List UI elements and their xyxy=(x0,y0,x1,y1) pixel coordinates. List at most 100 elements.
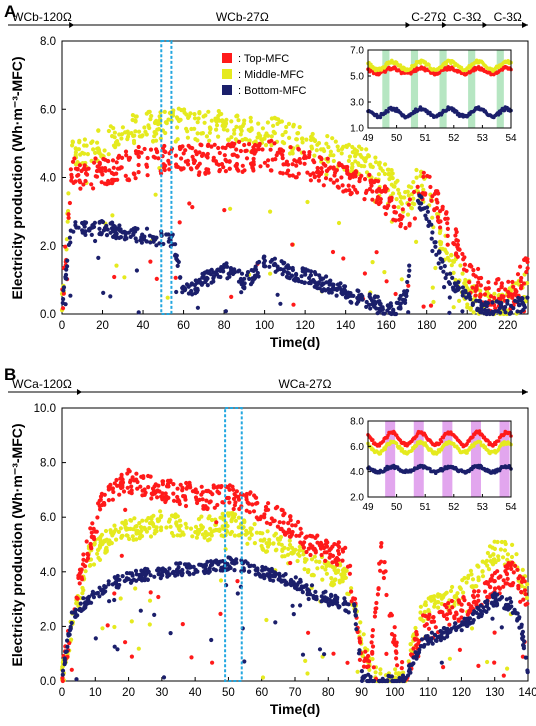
data-point-bottom-mfc xyxy=(427,219,432,224)
data-point-middle-mfc xyxy=(83,569,88,574)
data-point-middle-mfc xyxy=(457,298,462,303)
data-point-top-mfc xyxy=(275,504,280,510)
data-point-top-mfc xyxy=(516,576,521,581)
data-point-top-mfc xyxy=(218,611,223,617)
data-point-top-mfc xyxy=(476,266,481,272)
data-point-bottom-mfc xyxy=(438,638,443,643)
data-point-bottom-mfc xyxy=(128,580,134,585)
data-point-middle-mfc xyxy=(513,281,519,286)
data-point-middle-mfc xyxy=(273,531,278,536)
data-point-middle-mfc xyxy=(335,144,340,149)
data-point-bottom-mfc xyxy=(215,267,221,272)
data-point-bottom-mfc xyxy=(96,255,101,260)
data-point-middle-mfc xyxy=(146,123,151,128)
data-point-bottom-mfc xyxy=(126,230,131,235)
data-point-top-mfc xyxy=(173,153,178,158)
data-point-top-mfc xyxy=(114,160,119,165)
data-point-top-mfc xyxy=(412,189,417,195)
inset-x-tick-label: 53 xyxy=(477,502,489,513)
panel-a-inset: 1.03.05.07.049 50 51 52 53 54 xyxy=(350,46,517,145)
data-point-middle-mfc xyxy=(268,271,273,276)
data-point-bottom-mfc xyxy=(301,266,306,271)
data-point-bottom-mfc xyxy=(168,631,173,636)
data-point-top-mfc xyxy=(378,197,383,202)
data-point-top-mfc xyxy=(336,540,341,545)
data-point-middle-mfc xyxy=(206,109,211,114)
data-point-bottom-mfc xyxy=(102,584,107,589)
data-point-middle-mfc xyxy=(120,125,125,130)
data-point-top-mfc xyxy=(304,534,309,539)
data-point-top-mfc xyxy=(102,492,107,497)
data-point-middle-mfc xyxy=(183,521,188,527)
data-point-middle-mfc xyxy=(151,513,156,518)
data-point-middle-mfc xyxy=(116,529,121,535)
data-point-bottom-mfc xyxy=(443,629,448,634)
data-point-top-mfc xyxy=(90,521,95,526)
data-point-top-mfc xyxy=(221,165,226,170)
data-point-top-mfc xyxy=(444,605,449,610)
data-point-middle-mfc xyxy=(500,555,506,560)
data-point-middle-mfc xyxy=(228,206,233,211)
data-point-middle-mfc xyxy=(393,180,398,185)
data-point-top-mfc xyxy=(499,294,504,299)
data-point-top-mfc xyxy=(301,155,307,161)
data-point-top-mfc xyxy=(234,147,239,152)
data-point-bottom-mfc xyxy=(515,309,520,314)
data-point-middle-mfc xyxy=(205,538,211,543)
data-point-middle-mfc xyxy=(465,302,470,307)
data-point-bottom-mfc xyxy=(335,282,341,287)
data-point-bottom-mfc xyxy=(388,301,393,306)
data-point-middle-mfc xyxy=(254,530,259,535)
data-point-bottom-mfc xyxy=(144,239,149,244)
data-point-bottom-mfc xyxy=(364,304,369,309)
data-point-top-mfc xyxy=(103,166,108,171)
data-point-top-mfc xyxy=(175,494,180,500)
data-point-middle-mfc xyxy=(347,154,352,159)
data-point-top-mfc xyxy=(407,223,412,228)
data-point-top-mfc xyxy=(74,595,79,600)
data-point-top-mfc xyxy=(483,589,488,594)
phase-arrow-head xyxy=(522,22,528,28)
x-tick-label: 80 xyxy=(322,687,335,699)
data-point-middle-mfc xyxy=(202,535,207,540)
data-point-middle-mfc xyxy=(189,126,194,132)
data-point-bottom-mfc xyxy=(445,634,450,639)
data-point-bottom-mfc xyxy=(376,310,381,315)
data-point-top-mfc xyxy=(290,162,295,167)
data-point-top-mfc xyxy=(492,660,497,665)
data-point-middle-mfc xyxy=(147,526,152,531)
x-tick-label: 20 xyxy=(122,687,135,699)
data-point-top-mfc xyxy=(99,502,105,508)
data-point-top-mfc xyxy=(320,542,325,548)
inset-point-middle-mfc xyxy=(427,63,431,67)
data-point-top-mfc xyxy=(296,171,301,176)
data-point-top-mfc xyxy=(351,596,356,601)
data-point-middle-mfc xyxy=(352,147,357,152)
data-point-bottom-mfc xyxy=(131,577,136,582)
data-point-top-mfc xyxy=(473,288,478,293)
data-point-bottom-mfc xyxy=(299,279,304,284)
data-point-top-mfc xyxy=(455,244,460,249)
data-point-top-mfc xyxy=(499,284,504,289)
data-point-top-mfc xyxy=(190,489,195,494)
data-point-top-mfc xyxy=(339,163,344,168)
data-point-bottom-mfc xyxy=(521,307,526,312)
data-point-middle-mfc xyxy=(274,116,279,121)
data-point-bottom-mfc xyxy=(83,220,89,225)
inset-y-tick-label: 8.0 xyxy=(350,417,364,428)
data-point-middle-mfc xyxy=(492,539,497,544)
data-point-top-mfc xyxy=(492,630,497,635)
data-point-bottom-mfc xyxy=(223,309,228,314)
data-point-middle-mfc xyxy=(89,140,94,145)
data-point-top-mfc xyxy=(476,589,481,594)
x-tick-label: 0 xyxy=(59,320,65,332)
data-point-middle-mfc xyxy=(147,622,152,627)
data-point-top-mfc xyxy=(72,156,77,161)
data-point-bottom-mfc xyxy=(174,561,179,566)
data-point-top-mfc xyxy=(509,566,514,572)
data-point-bottom-mfc xyxy=(263,264,268,269)
data-point-bottom-mfc xyxy=(221,269,226,274)
data-point-bottom-mfc xyxy=(498,310,503,315)
data-point-middle-mfc xyxy=(66,191,71,196)
data-point-top-mfc xyxy=(471,268,476,273)
